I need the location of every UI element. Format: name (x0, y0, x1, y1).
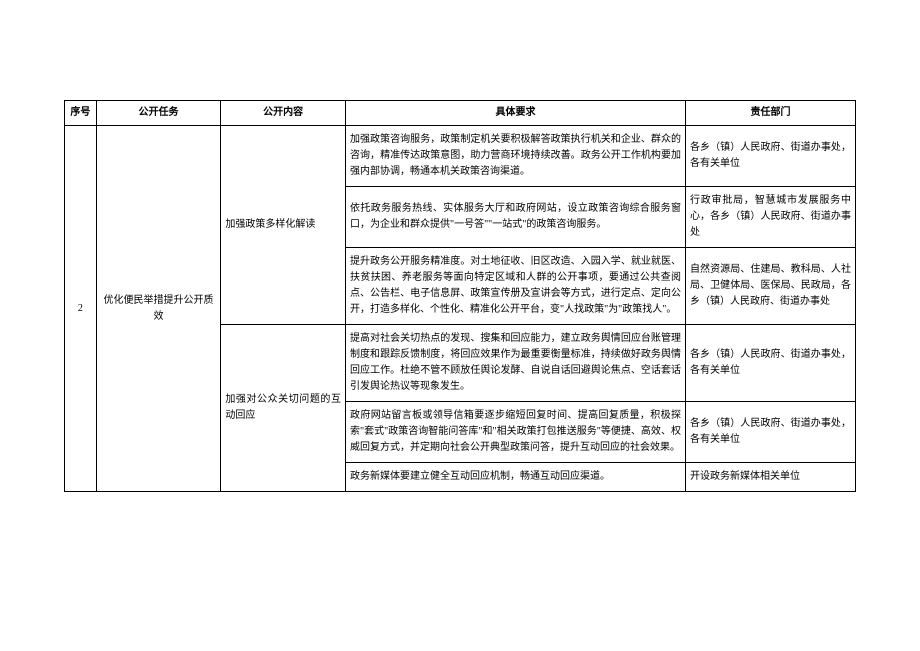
header-content: 公开内容 (221, 101, 346, 126)
cell-requirement: 提升政务公开服务精准度。对土地征收、旧区改造、入园入学、就业就医、扶贫扶困、养老… (346, 248, 686, 325)
header-department: 责任部门 (685, 101, 855, 126)
header-requirement: 具体要求 (346, 101, 686, 126)
cell-department: 各乡（镇）人民政府、街道办事处，各有关单位 (685, 126, 855, 187)
cell-seq: 2 (65, 126, 97, 492)
cell-task: 优化便民举措提升公开质效 (96, 126, 221, 492)
cell-department: 自然资源局、住建局、教科局、人社局、卫健体局、医保局、民政局，各乡（镇）人民政府… (685, 248, 855, 325)
cell-department: 开设政务新媒体相关单位 (685, 463, 855, 492)
table-header-row: 序号 公开任务 公开内容 具体要求 责任部门 (65, 101, 856, 126)
header-task: 公开任务 (96, 101, 221, 126)
cell-requirement: 政府网站留言板或领导信箱要逐步缩短回复时间、提高回复质量，积极探索"套式"政策咨… (346, 402, 686, 463)
cell-department: 各乡（镇）人民政府、街道办事处，各有关单位 (685, 402, 855, 463)
cell-content: 加强对公众关切问题的互动回应 (221, 325, 346, 492)
cell-requirement: 政务新媒体要建立健全互动回应机制，畅通互动回应渠道。 (346, 463, 686, 492)
header-seq: 序号 (65, 101, 97, 126)
cell-department: 行政审批局，智慧城市发展服务中心，各乡（镇）人民政府、街道办事处 (685, 187, 855, 248)
cell-requirement: 提高对社会关切热点的发现、搜集和回应能力，建立政务舆情回应台账管理制度和跟踪反馈… (346, 325, 686, 402)
policy-table: 序号 公开任务 公开内容 具体要求 责任部门 2 优化便民举措提升公开质效 加强… (64, 100, 856, 492)
table-row: 2 优化便民举措提升公开质效 加强政策多样化解读 加强政策咨询服务，政策制定机关… (65, 126, 856, 187)
cell-department: 各乡（镇）人民政府、街道办事处，各有关单位 (685, 325, 855, 402)
cell-requirement: 依托政务服务热线、实体服务大厅和政府网站，设立政策咨询综合服务窗口，为企业和群众… (346, 187, 686, 248)
cell-requirement: 加强政策咨询服务，政策制定机关要积极解答政策执行机关和企业、群众的咨询，精准传达… (346, 126, 686, 187)
cell-content: 加强政策多样化解读 (221, 126, 346, 325)
